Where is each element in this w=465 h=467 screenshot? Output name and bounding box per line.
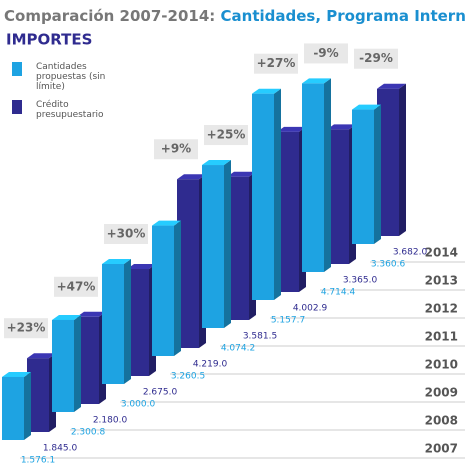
legend-swatch: [12, 62, 22, 76]
bar-side: [74, 315, 81, 412]
bar: [377, 84, 406, 236]
bar-side: [224, 160, 231, 328]
value-label: 2.675.0: [143, 388, 178, 398]
bar-side: [324, 78, 331, 272]
legend-swatch: [12, 100, 22, 114]
bar: [327, 124, 356, 264]
annotation: -29%: [359, 51, 393, 65]
bar-front: [302, 83, 324, 272]
bar: [2, 372, 31, 440]
legend-label: Cantidades propuestas (sin límite): [36, 62, 116, 92]
bar: [102, 259, 131, 384]
bar-side: [399, 84, 406, 236]
value-label: 2.180.0: [93, 416, 128, 426]
bar-front: [102, 264, 124, 384]
value-label: 2.300.8: [71, 428, 106, 438]
subtitle: IMPORTES: [6, 31, 92, 49]
x-tick-label: 2014: [425, 246, 458, 260]
bar-side: [274, 89, 281, 300]
chart: Comparación 2007-2014: Cantidades, Progr…: [0, 0, 465, 467]
value-label: 4.002.9: [293, 304, 328, 314]
legend-item: Cantidades propuestas (sin límite): [12, 62, 116, 92]
value-label: 3.682.0: [393, 248, 428, 258]
bar-front: [2, 377, 24, 440]
annotation: +47%: [57, 279, 96, 293]
bar-side: [374, 105, 381, 244]
annotation: +9%: [161, 142, 191, 156]
annotation: +27%: [257, 56, 296, 70]
value-label: 1.576.1: [21, 456, 55, 466]
bar: [127, 264, 156, 376]
title-part: Comparación 2007-2014:: [4, 7, 215, 25]
bar: [227, 172, 256, 320]
bar: [352, 105, 381, 244]
legend-item: Crédito presupuestario: [12, 100, 116, 120]
bar: [302, 78, 331, 272]
x-tick-label: 2010: [425, 358, 458, 372]
bar-front: [202, 165, 224, 328]
chart-title: Comparación 2007-2014: Cantidades, Progr…: [4, 7, 465, 25]
x-tick-label: 2009: [425, 386, 458, 400]
bar: [202, 160, 231, 328]
annotation: +30%: [107, 227, 146, 241]
bar-side: [24, 372, 31, 440]
bar: [252, 89, 281, 300]
bar-front: [52, 320, 74, 412]
bar-front: [152, 226, 174, 356]
bar: [177, 174, 206, 348]
bar: [152, 221, 181, 356]
value-label: 4.714.4: [321, 288, 356, 298]
value-label: 3.260.5: [171, 372, 205, 382]
bar: [277, 127, 306, 292]
title-highlight: Cantidades, Programa Internacional: [221, 7, 465, 25]
value-label: 5.157.7: [271, 316, 305, 326]
value-label: 3.581.5: [243, 332, 277, 342]
value-label: 3.360.6: [371, 260, 406, 270]
bar: [77, 312, 106, 404]
x-tick-label: 2013: [425, 274, 458, 288]
value-label: 1.845.0: [43, 444, 78, 454]
annotation: +23%: [7, 321, 46, 335]
bar-front: [352, 110, 374, 244]
value-label: 4.074.2: [221, 344, 255, 354]
x-tick-label: 2011: [425, 330, 458, 344]
annotation: -9%: [313, 46, 338, 60]
bar: [27, 353, 56, 432]
legend-label: Crédito presupuestario: [36, 100, 116, 120]
value-label: 4.219.0: [193, 360, 228, 370]
bar-front: [252, 94, 274, 300]
value-label: 3.365.0: [343, 276, 378, 286]
bar-side: [124, 259, 131, 384]
x-tick-label: 2008: [425, 414, 458, 428]
value-label: 3.000.0: [121, 400, 156, 410]
bar: [52, 315, 81, 412]
x-tick-label: 2012: [425, 302, 458, 316]
x-tick-label: 2007: [425, 442, 458, 456]
bar-side: [174, 221, 181, 356]
annotation: +25%: [207, 128, 246, 142]
